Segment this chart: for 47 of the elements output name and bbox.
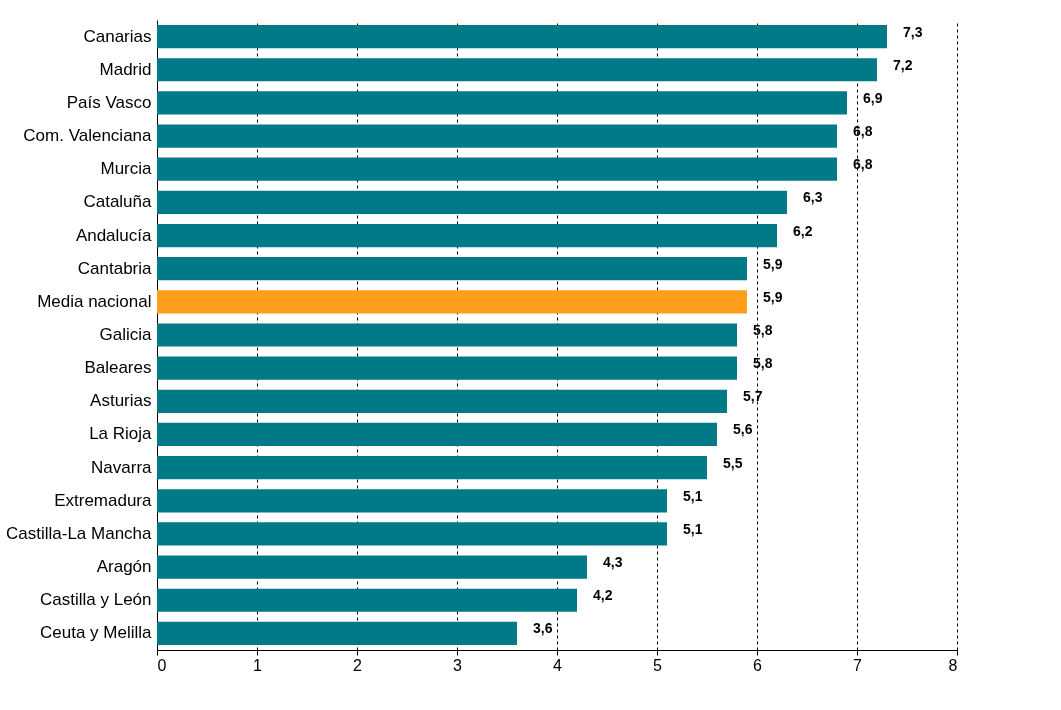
y-tick-label: La Rioja (89, 424, 153, 444)
y-tick-label: Asturias (90, 391, 152, 411)
data-label: 4,3 (603, 554, 623, 571)
x-tick-label: 4 (553, 656, 563, 674)
x-tick-label: 0 (157, 656, 167, 674)
y-tick-label: Galicia (99, 325, 153, 344)
x-tick-label: 5 (653, 656, 663, 674)
data-label: 5,8 (753, 322, 773, 338)
data-label: 6,8 (853, 156, 873, 173)
data-label: 5,6 (733, 421, 753, 438)
data-label: 5,1 (683, 520, 703, 537)
data-label: 5,8 (753, 355, 773, 372)
y-tick-label: Canarias (83, 26, 152, 46)
data-label: 7,3 (903, 23, 923, 40)
x-tick-label: 2 (353, 656, 363, 674)
x-tick-label: 1 (253, 656, 263, 674)
y-tick-label: Cantabria (77, 258, 153, 278)
y-tick-label: Cataluña (83, 192, 153, 212)
data-label: 5,9 (763, 255, 783, 272)
x-tick-label: 8 (948, 656, 958, 674)
data-label: 6,2 (793, 222, 813, 239)
y-tick-label: Andalucía (75, 225, 153, 245)
y-tick-label: País Vasco (66, 92, 152, 112)
x-tick-label: 6 (753, 656, 763, 674)
y-tick-label: Com. Valenciana (23, 126, 153, 146)
x-tick-label: 3 (453, 656, 463, 674)
data-label: 5,9 (763, 288, 783, 305)
y-tick-label: Castilla y León (39, 590, 152, 610)
data-label: 7,2 (893, 56, 913, 73)
y-tick-label: Madrid (99, 59, 152, 79)
data-label: 5,1 (683, 487, 703, 504)
x-tick-label: 7 (853, 656, 863, 674)
data-label: 6,9 (863, 89, 883, 106)
data-label: 4,2 (593, 587, 613, 604)
y-tick-label: Castilla-La Mancha (5, 523, 153, 543)
data-label: 5,7 (743, 388, 763, 405)
y-tick-label: Aragón (96, 557, 152, 577)
y-tick-label: Extremadura (54, 490, 153, 510)
y-tick-label: Baleares (84, 358, 152, 378)
data-label: 3,6 (533, 620, 553, 637)
y-tick-label: Media nacional (37, 291, 152, 311)
data-label: 5,5 (723, 454, 743, 471)
y-tick-label: Ceuta y Melilla (40, 623, 153, 643)
y-tick-label: Murcia (100, 159, 153, 179)
y-tick-label: Navarra (91, 457, 153, 477)
data-label: 6,3 (803, 189, 823, 206)
data-label: 6,8 (853, 123, 873, 140)
